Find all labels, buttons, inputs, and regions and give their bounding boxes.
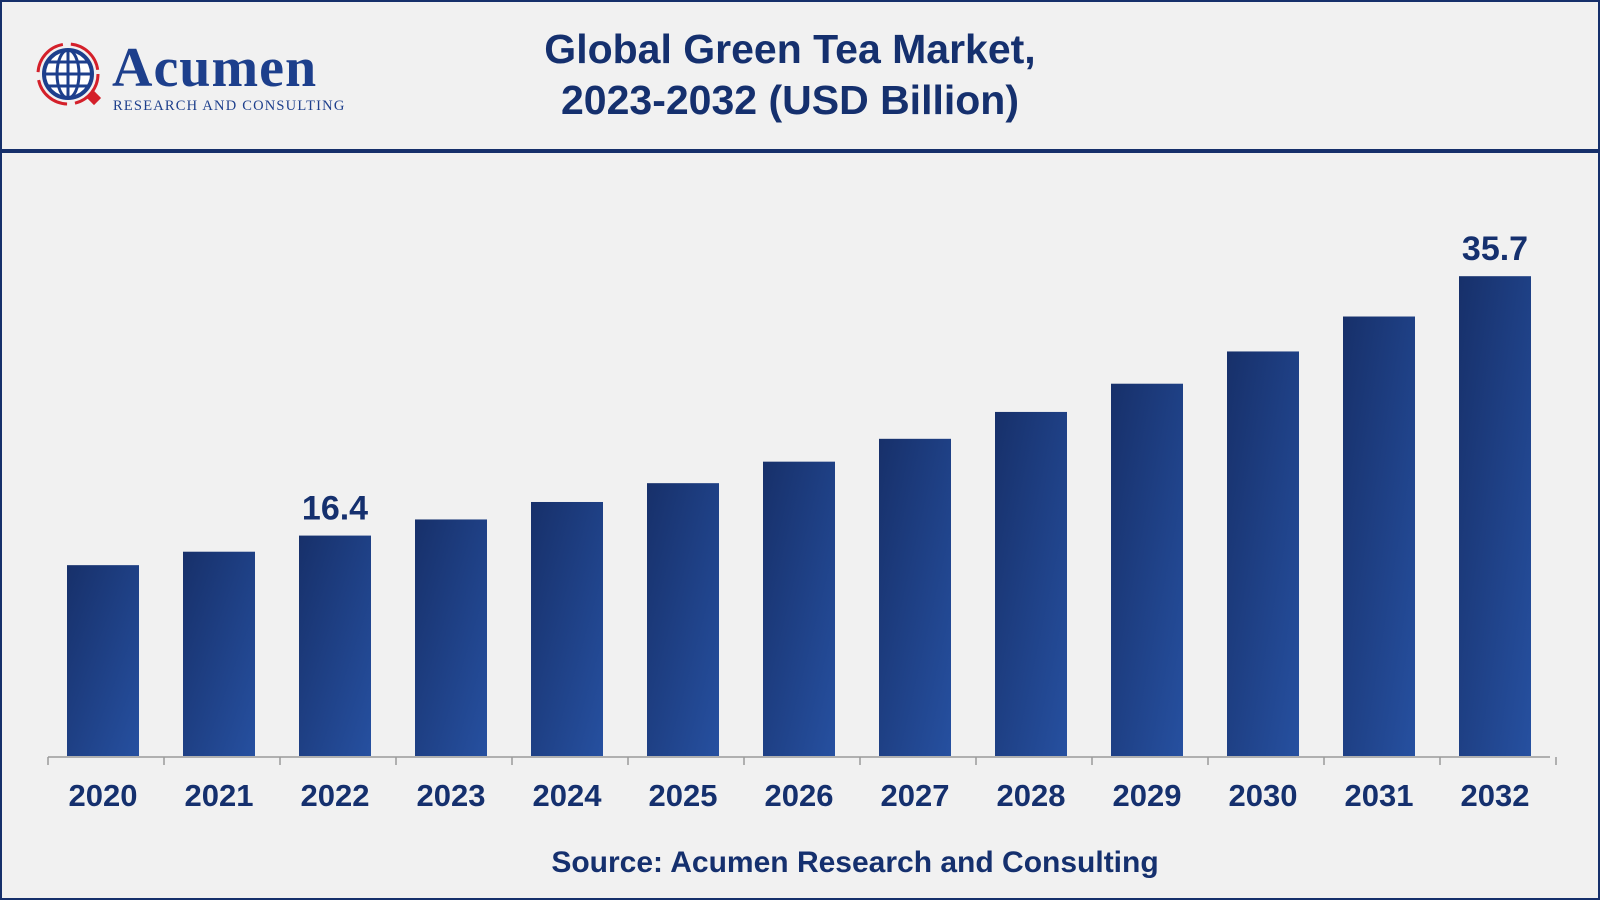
x-tick-label: 2031 bbox=[1345, 778, 1414, 813]
bar-2031 bbox=[1343, 316, 1415, 756]
x-tick-label: 2026 bbox=[765, 778, 834, 813]
bar-2030 bbox=[1227, 351, 1299, 756]
chart-title-line-1: Global Green Tea Market, bbox=[544, 26, 1036, 72]
bar-2032 bbox=[1459, 276, 1531, 756]
source-note: Source: Acumen Research and Consulting bbox=[551, 846, 1159, 879]
logo-wordmark: Acumen bbox=[112, 37, 318, 99]
x-tick-label: 2029 bbox=[1113, 778, 1182, 813]
bar-2026 bbox=[763, 461, 835, 756]
x-tick-label: 2025 bbox=[649, 778, 718, 813]
x-tick-label: 2021 bbox=[185, 778, 254, 813]
x-tick-label: 2024 bbox=[533, 778, 603, 813]
logo-tagline: RESEARCH AND CONSULTING bbox=[113, 98, 346, 114]
x-tick-label: 2027 bbox=[881, 778, 950, 813]
bar-2029 bbox=[1111, 383, 1183, 756]
data-label: 16.4 bbox=[302, 490, 368, 528]
x-tick-label: 2020 bbox=[69, 778, 138, 813]
bar-2023 bbox=[415, 519, 487, 756]
globe-logo-icon bbox=[36, 42, 102, 106]
chart-title: Global Green Tea Market, 2023-2032 (USD … bbox=[480, 24, 1100, 126]
x-tick-label: 2022 bbox=[301, 778, 370, 813]
data-label: 35.7 bbox=[1462, 230, 1528, 268]
x-tick-label: 2030 bbox=[1229, 778, 1298, 813]
bar-2021 bbox=[183, 551, 255, 756]
x-tick-label: 2028 bbox=[997, 778, 1066, 813]
x-tick-label: 2023 bbox=[417, 778, 486, 813]
x-tick-label: 2032 bbox=[1461, 778, 1530, 813]
header-divider bbox=[0, 149, 1600, 153]
bar-2027 bbox=[879, 438, 951, 756]
chart-title-line-2: 2023-2032 (USD Billion) bbox=[561, 77, 1019, 123]
bar-2024 bbox=[531, 501, 603, 756]
bar-2022 bbox=[299, 535, 371, 756]
bar-2020 bbox=[67, 565, 139, 756]
bar-2028 bbox=[995, 411, 1067, 756]
bar-2025 bbox=[647, 483, 719, 756]
